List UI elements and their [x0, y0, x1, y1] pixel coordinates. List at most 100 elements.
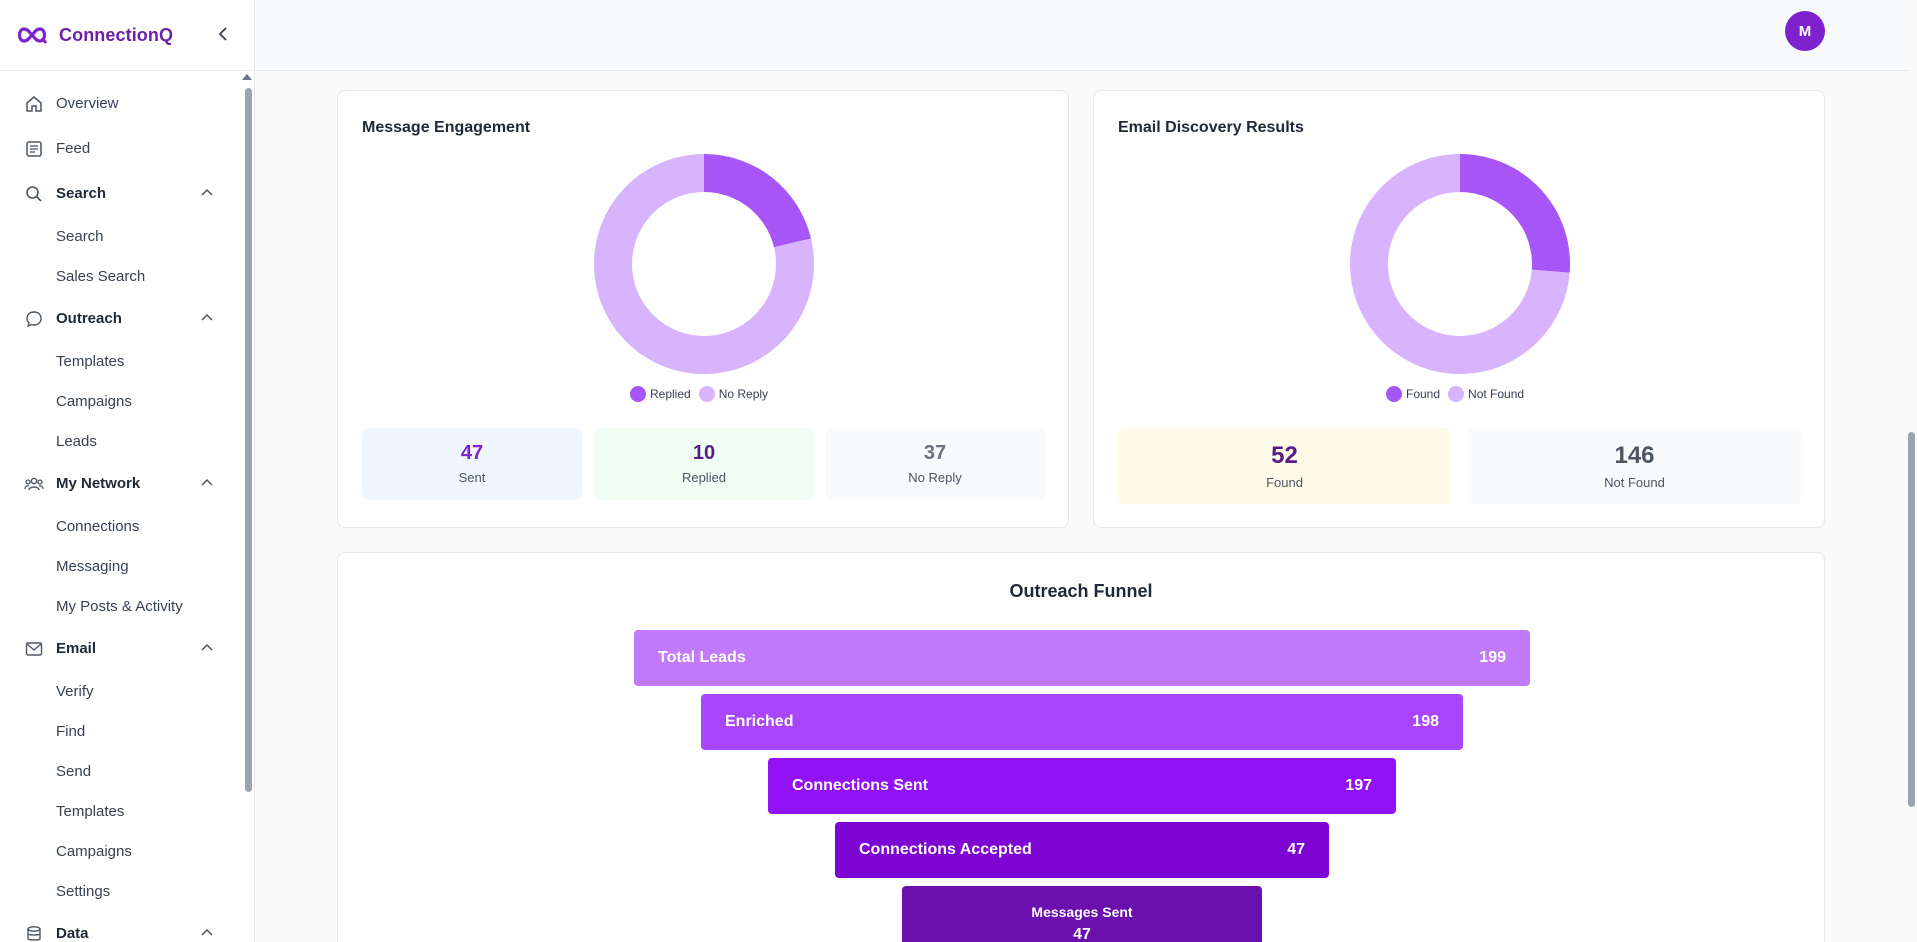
funnel-stage-value: 47: [1287, 841, 1305, 858]
funnel-stage-label: Connections Sent: [792, 777, 929, 794]
chevron-up-icon: [201, 188, 213, 196]
sidebar-section-email[interactable]: Email: [0, 626, 240, 671]
sidebar-subitem-email-campaigns[interactable]: Campaigns: [56, 842, 132, 860]
sidebar-subitem-templates[interactable]: Templates: [56, 352, 125, 370]
funnel-stage-label: Enriched: [725, 713, 794, 730]
sidebar-scrollbar[interactable]: [245, 88, 252, 792]
stat-label: Not Found: [1604, 475, 1665, 490]
message-engagement-card: Message Engagement Replied No Reply 47 S…: [337, 90, 1069, 528]
sidebar-subitem-verify[interactable]: Verify: [56, 682, 94, 700]
sidebar-subitem-campaigns[interactable]: Campaigns: [56, 392, 132, 410]
discovery-legend: Found Not Found: [1386, 386, 1532, 402]
sidebar-item-overview[interactable]: Overview: [0, 81, 240, 126]
funnel-stage-connections-accepted[interactable]: Connections Accepted 47: [835, 822, 1329, 878]
sidebar-item-label: My Network: [56, 475, 141, 492]
donut-slice-found[interactable]: [1460, 154, 1570, 273]
legend-label: Replied: [650, 387, 691, 401]
sidebar-subitem-connections[interactable]: Connections: [56, 517, 140, 535]
stat-value: 52: [1271, 442, 1298, 469]
funnel-stage-value: 47: [1073, 926, 1091, 942]
sidebar-subitem-leads[interactable]: Leads: [56, 432, 97, 450]
funnel-stage-label: Connections Accepted: [859, 841, 1032, 858]
brand-header: ConnectionQ: [0, 0, 254, 71]
sidebar-subitem-messaging[interactable]: Messaging: [56, 557, 129, 575]
funnel-stage-enriched[interactable]: Enriched 198: [701, 694, 1463, 750]
funnel-stage-value: 197: [1345, 777, 1372, 794]
sidebar-subitem-my-posts-activity[interactable]: My Posts & Activity: [56, 597, 183, 615]
funnel-stage-value: 199: [1479, 649, 1506, 666]
donut-slice-no-reply[interactable]: [594, 154, 814, 374]
sidebar-item-label: Overview: [56, 95, 119, 112]
chevron-up-icon: [201, 313, 213, 321]
page-scrollbar[interactable]: [1908, 432, 1915, 807]
donut-slices: [594, 154, 814, 374]
collapse-sidebar-button[interactable]: [215, 24, 231, 44]
app-name: ConnectionQ: [59, 24, 174, 45]
sidebar-section-outreach[interactable]: Outreach: [0, 296, 240, 341]
legend-item-found[interactable]: Found: [1386, 386, 1440, 402]
sidebar-item-label: Search: [56, 185, 107, 202]
funnel-stage-connections-sent[interactable]: Connections Sent 197: [768, 758, 1396, 814]
sidebar-subitem-sales-search[interactable]: Sales Search: [56, 267, 146, 285]
sidebar-subitem-settings[interactable]: Settings: [56, 882, 111, 900]
sidebar-section-my-network[interactable]: My Network: [0, 461, 240, 506]
legend-label: Not Found: [1468, 387, 1525, 401]
user-avatar[interactable]: M: [1785, 11, 1825, 51]
outreach-funnel-card: Outreach Funnel Total Leads 199 Enriched 19…: [337, 552, 1825, 942]
stat-label: Sent: [458, 470, 486, 485]
funnel-title: Outreach Funnel: [1009, 581, 1153, 601]
home-icon: [24, 94, 44, 114]
sidebar-item-feed[interactable]: Feed: [0, 126, 240, 171]
sidebar-subitem-find[interactable]: Find: [56, 722, 86, 740]
search-icon: [24, 184, 44, 204]
engagement-legend: Replied No Reply: [630, 386, 776, 402]
donut-slice-replied[interactable]: [704, 154, 812, 248]
chevron-up-icon: [201, 643, 213, 651]
card-title: Message Engagement: [362, 119, 531, 136]
stat-found: 52 Found: [1118, 428, 1451, 504]
sidebar-item-label: Data: [56, 925, 89, 942]
stat-no-reply: 37 No Reply: [825, 428, 1045, 500]
sidebar-section-data[interactable]: Data: [0, 911, 240, 942]
stat-label: No Reply: [908, 470, 962, 485]
stat-value: 10: [692, 442, 716, 464]
legend-swatch: [1386, 386, 1402, 402]
sidebar-nav: Overview Feed Search Search Sales Search…: [0, 71, 240, 942]
database-icon: [24, 924, 44, 942]
legend-label: No Reply: [718, 387, 769, 401]
legend-item-replied[interactable]: Replied: [630, 386, 691, 402]
discovery-donut-chart: [1350, 154, 1570, 374]
legend-swatch: [1448, 386, 1465, 402]
chevron-left-icon: [218, 27, 227, 41]
sidebar-scroll-up-arrow[interactable]: [242, 74, 252, 80]
engagement-donut-chart: [594, 154, 814, 374]
sidebar-subitem-search[interactable]: Search: [56, 227, 104, 245]
newspaper-icon: [24, 139, 44, 159]
funnel-stage-label: Total Leads: [658, 649, 746, 666]
stat-label: Replied: [681, 470, 727, 485]
legend-label: Found: [1406, 387, 1441, 401]
sidebar-section-search[interactable]: Search: [0, 171, 240, 216]
legend-item-not-found[interactable]: Not Found: [1448, 386, 1524, 402]
funnel-stage-messages-sent[interactable]: Messages Sent 47: [902, 886, 1262, 942]
legend-item-no-reply[interactable]: No Reply: [698, 386, 769, 402]
chevron-up-icon: [201, 478, 213, 486]
stat-value: 146: [1614, 442, 1655, 469]
users-icon: [24, 474, 44, 494]
funnel-stage-label: Messages Sent: [1031, 904, 1133, 920]
email-discovery-card: Email Discovery Results Found Not Found …: [1093, 90, 1825, 528]
stat-replied: 10 Replied: [594, 428, 814, 500]
stat-not-found: 146 Not Found: [1468, 428, 1801, 504]
funnel-stage-total-leads[interactable]: Total Leads 199: [634, 630, 1530, 686]
donut-slices: [1350, 154, 1570, 374]
legend-swatch: [698, 386, 715, 402]
donut-slice-not-found[interactable]: [1350, 154, 1570, 374]
sidebar-item-label: Feed: [56, 140, 91, 157]
sidebar-subitem-send[interactable]: Send: [56, 762, 92, 780]
stat-sent: 47 Sent: [362, 428, 582, 500]
stat-value: 37: [923, 442, 947, 464]
sidebar-item-label: Email: [56, 640, 97, 657]
stat-value: 47: [460, 442, 484, 464]
sidebar-subitem-email-templates[interactable]: Templates: [56, 802, 125, 820]
legend-swatch: [630, 386, 646, 402]
